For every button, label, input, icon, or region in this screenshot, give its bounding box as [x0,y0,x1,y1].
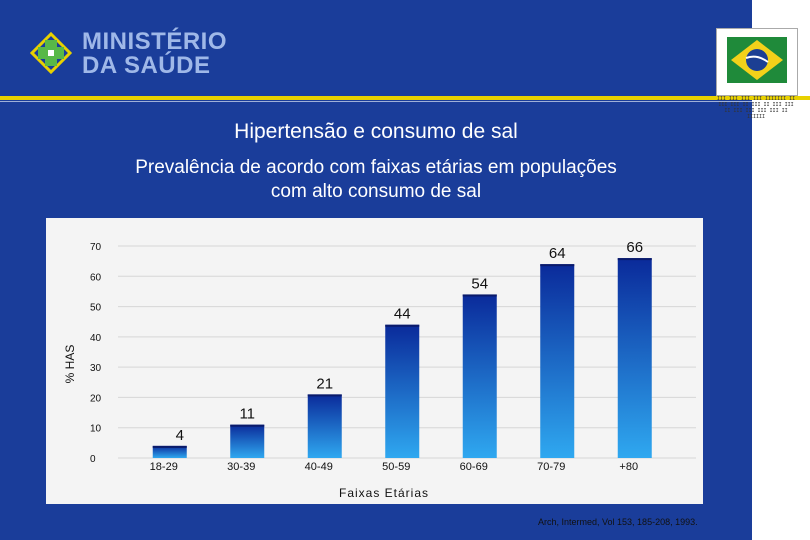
bar-cap [385,324,420,327]
bar [385,324,420,458]
x-tick-label: 70-79 [537,461,565,473]
bar-cap [540,264,575,267]
header-divider [0,96,810,100]
y-tick-label: 20 [90,393,102,404]
bar-cap [307,394,342,397]
chart-panel: 0 10 20 30 40 50 60 70 4 18-29 11 30-39 21 40-49 44 50… [46,218,703,504]
bar-cap [617,258,652,261]
logo-line1: MINISTÉRIO [82,28,228,55]
bar [307,394,342,458]
bar [617,258,652,458]
x-axis-label: Faixas Etárias [339,486,429,500]
x-tick-label: +80 [619,461,638,473]
health-cross-icon [30,32,72,74]
slide-title: Hipertensão e consumo de sal [234,120,518,143]
y-tick-label: 0 [90,454,96,465]
y-tick-label: 50 [90,303,102,314]
header-band [0,0,752,96]
y-tick-label: 30 [90,363,102,374]
data-label: 64 [549,245,566,262]
x-tick-label: 50-59 [382,461,410,473]
header-divider-thin [0,101,752,102]
data-label: 54 [471,275,488,292]
y-tick-label: 40 [90,333,102,344]
bar [152,445,187,458]
x-tick-label: 40-49 [305,461,333,473]
brazil-flag-icon [716,28,798,96]
y-tick-label: 60 [90,272,102,283]
x-tick-label: 60-69 [460,461,488,473]
x-tick-label: 30-39 [227,461,255,473]
logo-line2: DA SAÚDE [82,52,211,79]
data-label: 4 [176,427,184,444]
flag-caption: III III III III IIIIIII II III III II II… [716,96,796,120]
data-label: 21 [316,375,333,392]
bar [462,294,497,458]
bar-chart: 0 10 20 30 40 50 60 70 4 18-29 11 30-39 21 40-49 44 50… [63,239,696,500]
data-label: 44 [394,306,411,323]
slide-subtitle: Prevalência de acordo com faixas etárias… [135,157,617,202]
data-label: 11 [239,406,255,423]
y-axis-label: % HAS [63,345,77,384]
x-tick-label: 18-29 [150,461,178,473]
ministry-logo: MINISTÉRIO DA SAÚDE [82,30,227,78]
bar [230,424,265,458]
citation: Arch, Intermed, Vol 153, 185-208, 1993. [538,517,698,527]
y-tick-label: 70 [90,242,102,253]
bar-cap [230,424,265,427]
bar-cap [152,445,187,448]
bar [540,264,575,458]
data-label: 66 [626,239,643,256]
y-tick-label: 10 [90,424,102,435]
bar-cap [462,294,497,297]
